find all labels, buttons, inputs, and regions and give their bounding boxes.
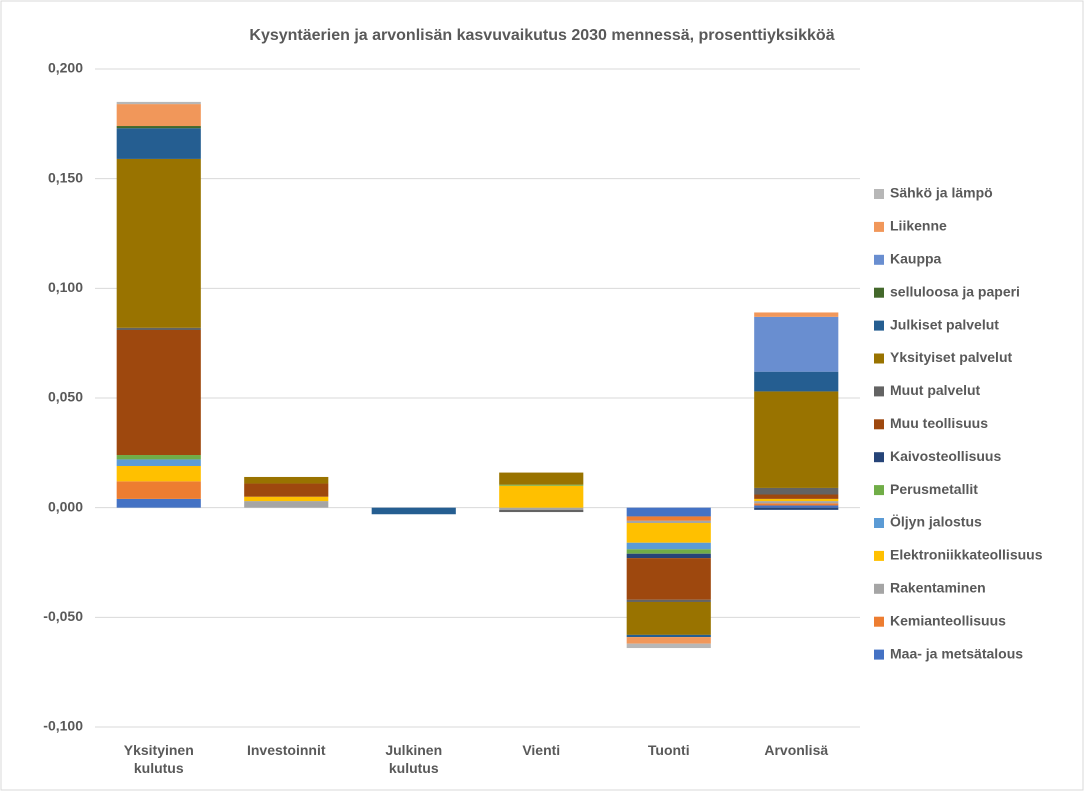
legend-swatch	[874, 649, 884, 660]
legend-label: Liikenne	[890, 218, 947, 234]
x-tick-label: Tuonti	[647, 742, 690, 758]
bar-segment	[244, 501, 329, 508]
bar-segment	[626, 601, 711, 635]
legend-swatch	[874, 583, 884, 594]
bar-segment	[626, 507, 711, 517]
legend-label: Elektroniikkateollisuus	[890, 547, 1043, 563]
bar-segment	[244, 483, 329, 497]
bar-segment	[244, 496, 329, 502]
legend-swatch	[874, 189, 884, 199]
bar-segment	[626, 634, 711, 638]
legend-label: Perusmetallit	[890, 481, 978, 497]
bar-segment	[116, 330, 201, 456]
legend-label: selluloosa ja paperi	[890, 283, 1020, 299]
bar-segment	[499, 509, 584, 513]
bar-segment	[499, 472, 584, 485]
y-tick-label: -0,050	[43, 608, 83, 624]
bar-segment	[116, 104, 201, 127]
legend-swatch	[874, 254, 884, 265]
bar-segment	[626, 637, 711, 644]
bar-segment	[626, 549, 711, 554]
bar-segment	[626, 599, 711, 602]
legend-swatch	[874, 287, 884, 298]
bar-segment	[116, 455, 201, 460]
bar-segment	[371, 507, 456, 515]
legend-swatch	[874, 452, 884, 463]
legend-label: Kauppa	[890, 251, 942, 267]
bar-segment	[626, 523, 711, 543]
y-tick-label: -0,100	[43, 718, 83, 734]
x-tick-label: Vienti	[522, 742, 561, 758]
legend-swatch	[874, 221, 884, 232]
legend-label: Julkiset palvelut	[890, 316, 999, 332]
legend-label: Kemianteollisuus	[890, 612, 1006, 628]
bar-segment	[754, 503, 839, 506]
bar-segment	[754, 494, 839, 499]
bar-segment	[626, 516, 711, 521]
legend-label: Kaivosteollisuus	[890, 448, 1001, 464]
bar-segment	[754, 487, 839, 495]
bar-segment	[754, 507, 839, 510]
legend-swatch	[874, 353, 884, 364]
bar-segment	[626, 553, 711, 559]
bar-segment	[116, 465, 201, 482]
bar-segment	[116, 327, 201, 331]
bar-segment	[499, 507, 584, 510]
bar-segment	[116, 498, 201, 508]
x-tick-label: Arvonlisä	[764, 742, 829, 758]
legend-swatch	[874, 386, 884, 397]
bar-segment	[626, 643, 711, 649]
legend-swatch	[874, 485, 884, 496]
y-tick-label: 0,200	[48, 60, 83, 76]
y-tick-label: 0,100	[48, 279, 83, 295]
bar-segment	[754, 371, 839, 392]
bar-segment	[116, 481, 201, 499]
legend-label: Sähkö ja lämpö	[890, 185, 993, 201]
legend-swatch	[874, 419, 884, 430]
legend-label: Öljyn jalostus	[890, 514, 982, 530]
bar-segment	[116, 101, 201, 105]
bar-segment	[754, 312, 839, 317]
bar-segment	[116, 158, 201, 328]
bar-segment	[754, 505, 839, 508]
bar-segment	[499, 484, 584, 486]
legend-swatch	[874, 550, 884, 561]
legend-swatch	[874, 518, 884, 528]
bar-segment	[754, 316, 839, 372]
bar-segment	[626, 542, 711, 550]
y-tick-label: 0,050	[48, 389, 83, 405]
chart-title: Kysyntäerien ja arvonlisän kasvuvaikutus…	[249, 27, 834, 44]
bar-segment	[754, 498, 839, 502]
y-tick-label: 0,150	[48, 169, 83, 185]
legend-label: Muut palvelut	[890, 382, 981, 398]
bar-segment	[116, 128, 201, 159]
bar-segment	[499, 485, 584, 508]
legend-label: Yksityiset palvelut	[890, 349, 1013, 365]
bar-segment	[626, 558, 711, 600]
legend-label: Muu teollisuus	[890, 415, 988, 431]
x-tick-label: Yksityinen kulutus	[123, 742, 194, 776]
bar-segment	[754, 391, 839, 488]
x-tick-label: Julkinen kulutus	[385, 742, 443, 776]
legend-swatch	[874, 320, 884, 331]
bar-segment	[244, 476, 329, 484]
legend-swatch	[874, 616, 884, 627]
y-tick-label: 0,000	[48, 498, 83, 514]
legend-label: Maa- ja metsätalous	[890, 645, 1023, 661]
bar-segment	[116, 126, 201, 129]
bar-segment	[754, 501, 839, 504]
x-tick-label: Investoinnit	[246, 742, 326, 758]
bar-segment	[116, 459, 201, 466]
legend-label: Rakentaminen	[890, 580, 986, 596]
bar-segment	[626, 520, 711, 524]
